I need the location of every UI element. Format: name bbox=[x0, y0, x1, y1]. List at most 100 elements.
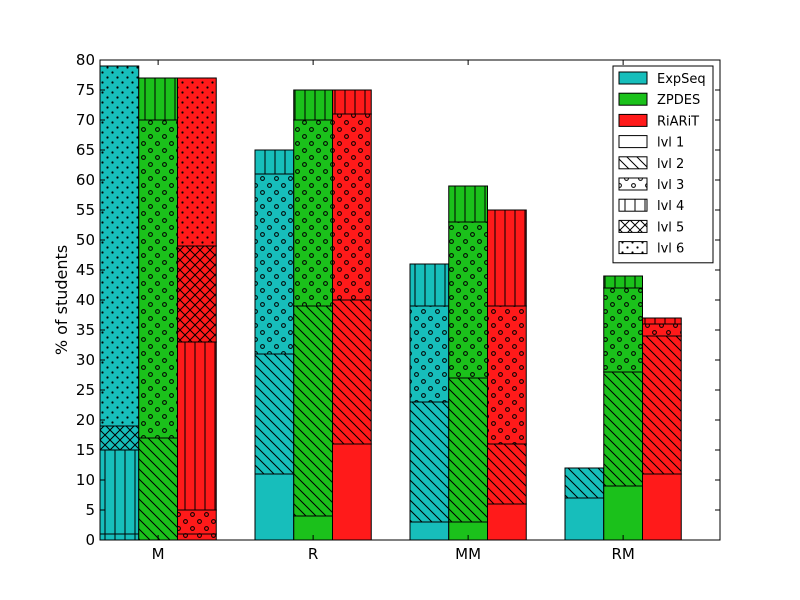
y-axis: 0 5 10 15 20 25 30 35 40 45 50 55 60 65 70 75 80 bbox=[76, 51, 720, 549]
bar-riarit-m-lvl-3 bbox=[177, 509, 217, 535]
plot-frame bbox=[99, 59, 721, 541]
legend-entry-lvl-2-swatch-hatch bbox=[619, 156, 647, 169]
bar-zpdes-mm-lvl-1-fill bbox=[448, 522, 488, 540]
bar-expseq-m-lvl-5-hatch bbox=[100, 426, 139, 450]
legend-entry-lvl-6-swatch-hatch bbox=[619, 241, 647, 254]
bar-riarit-m-lvl-3-hatch bbox=[177, 534, 217, 540]
bar-riarit-m-lvl-3-hatch bbox=[177, 510, 217, 534]
bar-zpdes-m-lvl-4-hatch bbox=[138, 78, 178, 120]
legend-entry-lvl-2-swatch-edge bbox=[618, 156, 648, 170]
bar-riarit-mm-lvl-3-hatch bbox=[487, 306, 527, 444]
bar-riarit-r-lvl-2-hatch bbox=[332, 300, 372, 444]
y-tick-label-35: 35 bbox=[76, 321, 95, 339]
y-tick-label-80: 80 bbox=[76, 51, 95, 69]
y-tick-label-70: 70 bbox=[76, 111, 95, 129]
bar-riarit-mm-lvl-2-hatch bbox=[487, 444, 527, 504]
y-tick-label-45: 45 bbox=[76, 261, 95, 279]
legend-entry-riarit-swatch bbox=[619, 114, 647, 127]
bar-riarit-rm-lvl-3-hatch bbox=[642, 324, 682, 336]
legend-entry-riarit-swatch-edge bbox=[618, 113, 648, 127]
legend-entry-riarit: RiARiT bbox=[618, 113, 699, 129]
y-tick-label-10: 10 bbox=[76, 471, 95, 489]
bar-expseq-mm-lvl-2 bbox=[409, 401, 450, 523]
bar-zpdes-rm-lvl-2 bbox=[603, 371, 643, 487]
legend-entry-lvl-3: lvl 3 bbox=[618, 177, 684, 193]
bar-riarit-rm-lvl-4 bbox=[642, 317, 682, 325]
bar-expseq-r-lvl-1-fill bbox=[255, 474, 294, 540]
bar-expseq-mm-lvl-4 bbox=[409, 263, 450, 307]
legend-entry-lvl-5-swatch-edge bbox=[618, 219, 648, 233]
bar-zpdes-m-lvl-2 bbox=[138, 437, 178, 541]
y-tick-label-40: 40 bbox=[76, 291, 95, 309]
bar-zpdes-m-lvl-4 bbox=[138, 77, 178, 121]
bar-expseq-m-lvl-4-hatch bbox=[100, 450, 139, 534]
legend-entry-expseq-swatch-edge bbox=[618, 71, 648, 85]
bar-zpdes-mm-lvl-3-hatch bbox=[448, 222, 488, 378]
legend-entry-lvl-6: lvl 6 bbox=[618, 241, 684, 257]
bar-zpdes-m-lvl-3-hatch bbox=[138, 120, 178, 438]
bar-riarit-mm-lvl-1-fill bbox=[487, 504, 527, 540]
legend-entry-expseq-swatch bbox=[619, 72, 647, 84]
bar-zpdes-rm-lvl-4-edge bbox=[603, 275, 643, 289]
y-tick-label-55: 55 bbox=[76, 201, 95, 219]
legend-entry-lvl-6-swatch-edge bbox=[618, 241, 648, 255]
bar-riarit-mm-lvl-4-edge bbox=[487, 209, 527, 307]
bar-riarit-m-lvl-4 bbox=[177, 341, 217, 511]
bar-zpdes-rm-lvl-1-fill bbox=[603, 486, 643, 540]
x-axis: M R MM RM bbox=[152, 60, 635, 563]
bar-riarit-rm-lvl-2 bbox=[642, 335, 682, 475]
bar-riarit-r-lvl-3-hatch bbox=[332, 114, 372, 300]
bar-zpdes-rm-lvl-4 bbox=[603, 275, 643, 289]
bar-expseq-mm-lvl-1-fill bbox=[410, 522, 449, 540]
bar-riarit-m-lvl-4-hatch bbox=[177, 342, 217, 510]
bar-riarit-m-lvl-3 bbox=[177, 533, 217, 541]
bar-riarit-m-lvl-6 bbox=[177, 77, 217, 247]
bar-zpdes-rm-lvl-3-hatch bbox=[603, 288, 643, 372]
legend-entry-lvl-1: lvl 1 bbox=[618, 135, 684, 151]
legend-entry-lvl-2: lvl 2 bbox=[618, 156, 684, 172]
bar-expseq-mm-lvl-2-hatch bbox=[410, 402, 449, 522]
legend-entry-zpdes-swatch bbox=[619, 93, 647, 106]
bar-riarit-rm-lvl-4-edge bbox=[642, 317, 682, 325]
bar-expseq-m-lvl-6-hatch bbox=[100, 66, 139, 426]
bar-riarit-mm-lvl-2 bbox=[487, 443, 527, 505]
bar-riarit-rm-lvl-3 bbox=[642, 323, 682, 337]
y-tick-label-25: 25 bbox=[76, 381, 95, 399]
bar-expseq-mm-lvl-3-hatch bbox=[410, 306, 449, 402]
y-tick-label-20: 20 bbox=[76, 411, 95, 429]
legend-entry-zpdes-swatch-edge bbox=[618, 92, 648, 106]
y-tick-label-5: 5 bbox=[85, 501, 95, 519]
bar-expseq-m-lvl-4 bbox=[99, 449, 140, 535]
bar-expseq-rm-lvl-2-hatch bbox=[565, 468, 604, 498]
legend-entry-lvl-4-swatch-hatch bbox=[619, 199, 647, 212]
bar-riarit-r-lvl-3 bbox=[332, 113, 372, 301]
bar-zpdes-mm-lvl-4-edge bbox=[448, 185, 488, 223]
x-tick-label-m: M bbox=[152, 545, 165, 563]
y-tick-label-50: 50 bbox=[76, 231, 95, 249]
y-tick-label-30: 30 bbox=[76, 351, 95, 369]
y-axis-label: % of students bbox=[52, 245, 71, 355]
legend-entry-expseq: ExpSeq bbox=[618, 71, 706, 87]
bar-riarit-r-lvl-4-edge bbox=[332, 89, 372, 115]
legend-entry-lvl-3-swatch-hatch bbox=[619, 178, 647, 190]
legend-entry-lvl-4: lvl 4 bbox=[618, 198, 684, 214]
bar-riarit-mm-lvl-3 bbox=[487, 305, 527, 445]
bar-riarit-r-lvl-1 bbox=[332, 443, 372, 541]
bar-riarit-r-lvl-4-hatch bbox=[332, 90, 372, 114]
bar-expseq-r-lvl-4 bbox=[254, 149, 295, 175]
bar-zpdes-mm-lvl-4-hatch bbox=[448, 186, 488, 222]
legend-entry-lvl-3-label: lvl 3 bbox=[657, 178, 684, 193]
y-tick-label-65: 65 bbox=[76, 141, 95, 159]
legend-entry-lvl-1-label: lvl 1 bbox=[657, 136, 684, 151]
legend-entry-expseq-label: ExpSeq bbox=[657, 72, 706, 87]
bar-riarit-mm-lvl-4-hatch bbox=[487, 210, 527, 306]
bar-zpdes-mm-lvl-2 bbox=[448, 377, 488, 523]
bar-expseq-mm-lvl-1 bbox=[409, 521, 450, 541]
bar-riarit-rm-lvl-1 bbox=[642, 473, 682, 541]
bar-zpdes-r-lvl-4-hatch bbox=[293, 90, 333, 120]
bar-riarit-m-lvl-5-hatch bbox=[177, 246, 217, 342]
bar-expseq-m-lvl-6 bbox=[99, 65, 140, 427]
x-tick-label-rm: RM bbox=[611, 545, 634, 563]
bar-zpdes-r-lvl-3-hatch bbox=[293, 120, 333, 306]
bar-expseq-r-lvl-3-hatch bbox=[255, 174, 294, 354]
